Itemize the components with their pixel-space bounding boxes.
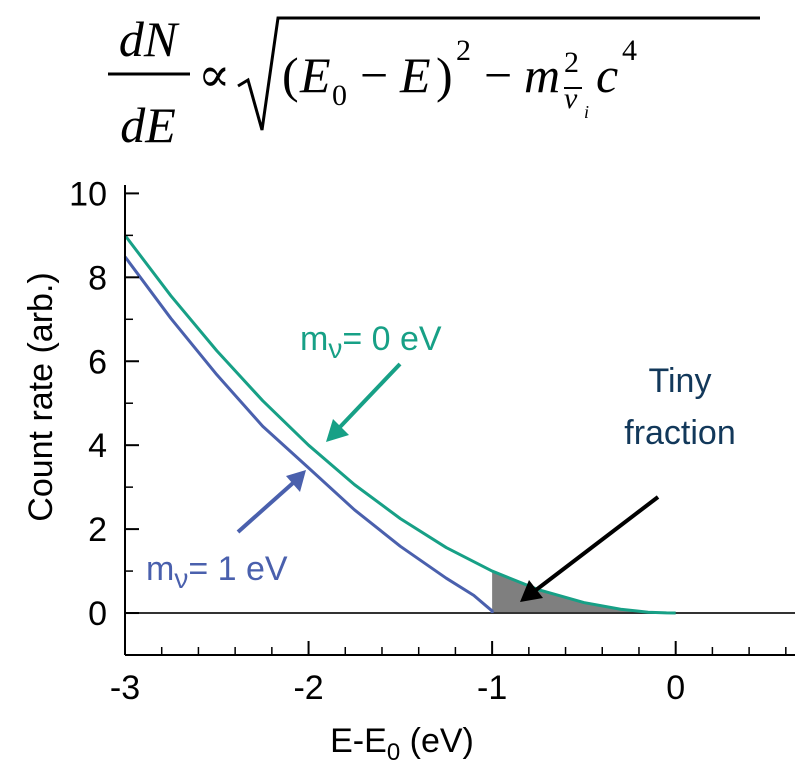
formula-nu: ν — [564, 82, 578, 115]
arrow-black — [520, 495, 660, 602]
formula: dN dE ∝ ( E 0 − E ) 2 − m 2 ν i c 4 — [60, 0, 760, 160]
formula-paren-open: ( — [282, 47, 299, 103]
shaded-region — [492, 571, 676, 614]
formula-svg: dN dE ∝ ( E 0 − E ) 2 − m 2 ν i c 4 — [108, 11, 760, 153]
formula-minus-2: − — [484, 47, 512, 103]
y-tick-label: 4 — [88, 427, 107, 465]
annotation-fraction: fraction — [624, 414, 736, 452]
formula-c-exp: 4 — [622, 34, 637, 67]
formula-E0-sub: 0 — [332, 79, 347, 112]
x-tick-label: -2 — [293, 669, 323, 707]
axes-layer — [124, 185, 795, 656]
y-tick-label: 6 — [88, 343, 107, 381]
formula-numerator: dN — [119, 11, 180, 67]
ticks-layer: 0 2 4 6 8 10 -3 -2 -1 0 — [69, 175, 787, 707]
arrow-blue — [236, 470, 306, 534]
y-tick-label: 8 — [88, 259, 107, 297]
arrow-black-shaft — [534, 495, 660, 592]
arrow-blue-shaft — [236, 481, 295, 534]
formula-paren-close: ) — [436, 47, 453, 103]
y-tick-label: 2 — [88, 511, 107, 549]
series-1-label: mν= 1 eV — [146, 550, 288, 594]
x-tick-label: -3 — [110, 669, 140, 707]
sqrt-sign — [237, 16, 760, 131]
y-tick-label: 0 — [88, 595, 107, 633]
x-tick-label: -1 — [477, 669, 507, 707]
proportional-symbol: ∝ — [198, 49, 230, 102]
series-line-0 — [123, 234, 676, 615]
formula-nu-sub: i — [584, 102, 589, 122]
arrow-teal — [326, 362, 402, 442]
x-tick-label: 0 — [666, 669, 685, 707]
formula-denominator: dE — [120, 97, 176, 153]
series-0-label: mν= 0 eV — [300, 320, 442, 364]
y-tick-label: 10 — [69, 175, 107, 213]
arrow-teal-shaft — [338, 362, 402, 429]
formula-minus-1: − — [360, 47, 388, 103]
annotation-tiny: Tiny — [649, 362, 712, 400]
formula-E: E — [399, 47, 431, 103]
formula-c: c — [596, 47, 618, 103]
x-axis-label: E-E0 (eV) — [330, 722, 474, 760]
formula-E0: E — [299, 47, 331, 103]
shaded-region-layer — [492, 571, 676, 614]
series-layer — [123, 234, 676, 615]
series-line-1 — [123, 255, 494, 614]
y-axis-label: Count rate (arb.) — [22, 272, 60, 521]
formula-square-exp: 2 — [456, 34, 471, 67]
arrow-teal-head — [326, 419, 349, 442]
formula-m-sup: 2 — [564, 46, 579, 79]
arrow-black-head — [520, 580, 543, 602]
arrow-blue-head — [286, 470, 306, 492]
formula-m: m — [524, 47, 560, 103]
